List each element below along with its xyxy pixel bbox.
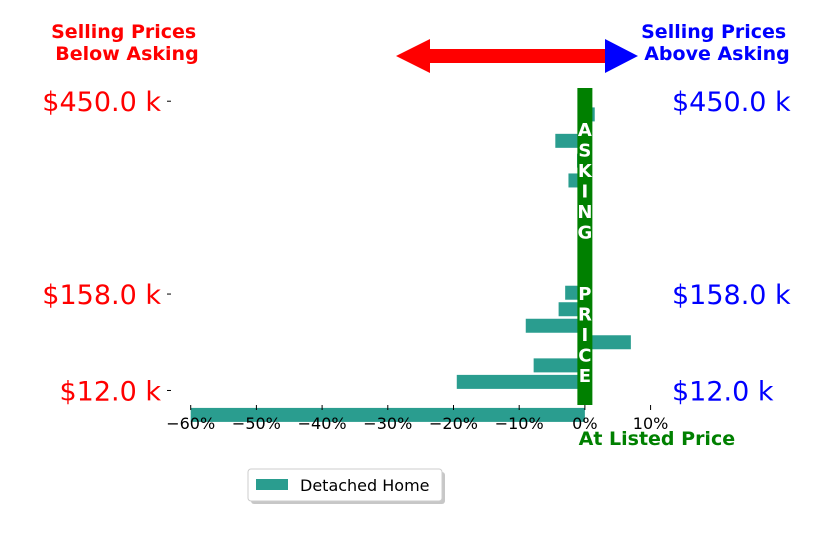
bar-9 — [456, 374, 585, 389]
bar-6 — [525, 318, 585, 333]
asking-price-letter: E — [579, 366, 591, 387]
bar-10 — [190, 407, 585, 422]
x-tick-label-5: −10% — [495, 414, 544, 433]
legend-swatch — [256, 479, 288, 490]
above-asking-line-1: Selling Prices — [641, 21, 786, 43]
price-axis-right: $450.0 k $158.0 k $12.0 k — [672, 87, 791, 407]
x-tick-label-0: −60% — [166, 414, 215, 433]
asking-price-letter: N — [577, 202, 592, 223]
price-tick-right-2: $12.0 k — [672, 376, 774, 407]
x-tick-label-6: 0% — [572, 414, 597, 433]
x-tick-label-3: −30% — [363, 414, 412, 433]
x-axis: −60% −50% −40% −30% −20% −10% 0% 10% — [166, 405, 668, 433]
legend: Detached Home — [247, 468, 445, 504]
price-tick-left-2: $12.0 k — [59, 376, 161, 407]
below-asking-line-1: Selling Prices — [51, 21, 196, 43]
at-listed-price-label: At Listed Price — [579, 428, 735, 450]
price-tick-right-0: $450.0 k — [672, 87, 791, 118]
x-tick-label-4: −20% — [429, 414, 478, 433]
asking-price-letter: C — [578, 346, 591, 367]
price-axis-left: $450.0 k $158.0 k $12.0 k — [42, 87, 171, 407]
double-arrow-icon — [396, 39, 638, 73]
below-asking-line-2: Below Asking — [55, 43, 198, 65]
above-asking-label: Selling Prices Above Asking — [641, 21, 793, 65]
asking-price-letter: P — [578, 284, 591, 305]
bar-8 — [533, 358, 585, 373]
above-asking-line-2: Above Asking — [644, 43, 790, 65]
asking-price-letter: I — [582, 182, 589, 203]
bars — [190, 107, 631, 422]
price-tick-right-1: $158.0 k — [672, 280, 791, 311]
legend-entry-detached-home: Detached Home — [300, 476, 430, 495]
price-tick-left-1: $158.0 k — [42, 280, 161, 311]
asking-price-letter: S — [578, 141, 591, 162]
asking-price-reference-bar — [577, 88, 593, 405]
x-tick-label-1: −50% — [232, 414, 281, 433]
asking-price-letter: A — [578, 120, 592, 141]
below-asking-label: Selling Prices Below Asking — [51, 21, 203, 65]
asking-price-letter: R — [578, 305, 592, 326]
asking-price-letter: K — [578, 161, 593, 182]
x-tick-label-7: 10% — [633, 414, 669, 433]
asking-price-letter: I — [582, 325, 589, 346]
price-tick-left-0: $450.0 k — [42, 87, 161, 118]
asking-price-letter: G — [577, 223, 592, 244]
x-tick-label-2: −40% — [298, 414, 347, 433]
bar-7 — [584, 335, 631, 350]
